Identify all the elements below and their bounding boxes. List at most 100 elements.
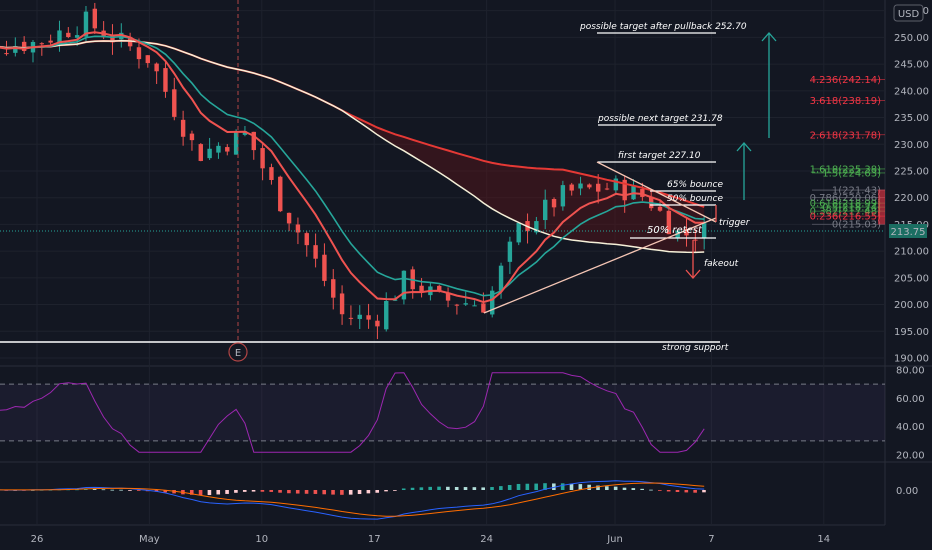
candle-body-73	[595, 183, 601, 192]
candle-body-83	[684, 229, 689, 236]
macd-bar-45	[348, 490, 353, 495]
macd-bar-29	[207, 490, 212, 496]
time-tick-7: 14	[817, 534, 830, 545]
candle-body-43	[331, 279, 336, 298]
macd-bar-84	[693, 490, 697, 493]
candle-body-64	[516, 222, 521, 243]
macd-bar-34	[251, 490, 256, 492]
macd-bar-19	[119, 489, 123, 491]
candle-body-57	[454, 304, 460, 306]
macd-bar-53	[419, 487, 424, 490]
annotation-strong-support: strong support	[662, 343, 729, 353]
time-tick-5: Jun	[606, 534, 623, 545]
macd-bar-58	[463, 487, 468, 490]
candle-body-60	[481, 303, 486, 313]
macd-bar-57	[454, 486, 459, 490]
macd-bar-78	[640, 488, 644, 490]
macd-bar-52	[410, 487, 415, 490]
macd-bar-85	[702, 490, 706, 493]
macd-bar-50	[393, 490, 397, 491]
macd-bar-61	[490, 487, 494, 490]
candle-body-37	[278, 176, 283, 212]
price-pane[interactable]: 4.236(242.14) 3.618(238.19) 2.618(231.78) 1…	[0, 0, 885, 343]
macd-bar-20	[128, 490, 132, 491]
time-tick-2: 10	[255, 534, 268, 545]
macd-bar-65	[525, 483, 530, 490]
macd-bar-66	[534, 483, 538, 490]
candle-body-28	[198, 144, 203, 161]
macd-bar-75	[613, 486, 618, 490]
macd-bar-38	[287, 490, 291, 494]
macd-bar-62	[499, 486, 503, 490]
fib-label-3: 1.618(225.38)	[810, 164, 882, 175]
macd-bar-23	[154, 490, 159, 492]
last-price-bg	[889, 224, 927, 238]
earnings-marker[interactable]	[228, 342, 248, 362]
candle-body-44	[339, 293, 345, 315]
fib-label-5: 1(221.43)	[832, 186, 881, 197]
macd-bar-30	[216, 490, 221, 495]
fib-label-1: 3.618(238.19)	[810, 96, 882, 107]
macd-bar-81	[666, 490, 671, 492]
time-tick-0: 26	[31, 534, 44, 545]
ema-13-green	[0, 35, 705, 297]
candle-body-61	[490, 290, 495, 315]
macd-bar-83	[684, 490, 689, 493]
time-tick-4: 24	[480, 534, 493, 545]
price-tick-4: 235.00	[894, 113, 929, 124]
macd-bar-16	[92, 488, 97, 490]
macd-bar-35	[260, 490, 265, 492]
macd-bar-69	[560, 483, 565, 490]
candle-body-69	[560, 185, 566, 207]
time-axis[interactable]: 26 May 10 17 24 Jun 7 14	[31, 534, 831, 545]
macd-bar-48	[375, 490, 380, 493]
rsi-tick-1: 60.00	[896, 394, 925, 405]
candle-body-67	[543, 199, 548, 221]
price-tick-13: 190.00	[894, 353, 929, 364]
macd-line	[0, 480, 705, 520]
annotation-65-bounce: 65% bounce	[667, 180, 723, 190]
price-axis[interactable]: 255.00250.00245.00240.00235.00230.00225.…	[894, 6, 929, 497]
candle-body-68	[551, 199, 557, 208]
candle-body-76	[622, 179, 627, 201]
candle-body-59	[472, 305, 477, 307]
candle-body-46	[357, 314, 362, 319]
green-arrow-1-head	[736, 142, 752, 152]
currency-badge-bg[interactable]	[893, 4, 924, 22]
macd-bar-77	[631, 488, 636, 490]
macd-bar-73	[596, 485, 600, 490]
fib-label-7: 0.618(218.99)	[810, 199, 882, 210]
macd-bar-71	[578, 484, 583, 490]
macd-bar-39	[295, 490, 300, 494]
candle-body-7	[13, 45, 18, 53]
macd-bar-43	[331, 490, 335, 495]
annotation-next-target: possible next target 231.78	[597, 114, 723, 124]
macd-bar-46	[357, 490, 362, 495]
macd-bar-80	[658, 490, 662, 491]
macd-bar-24	[163, 490, 168, 493]
candle-body-36	[269, 167, 274, 181]
macd-bar-17	[101, 489, 106, 491]
candle-body-10	[39, 43, 45, 45]
candle-body-30	[216, 145, 221, 153]
ema-8-red	[0, 31, 705, 304]
macd-bar-41	[313, 490, 318, 494]
fib-label-11: 0(215.03)	[832, 220, 881, 231]
candle-body-81	[666, 210, 672, 235]
macd-bar-64	[516, 483, 521, 490]
candle-body-31	[225, 147, 230, 152]
macd-bar-40	[304, 490, 309, 494]
macd-bar-68	[552, 483, 556, 490]
rsi-band	[0, 384, 885, 441]
macd-pane[interactable]	[0, 480, 706, 520]
candle-body-11	[48, 40, 53, 43]
rsi-tick-2: 40.00	[896, 422, 925, 433]
price-tick-2: 245.00	[894, 60, 929, 71]
candle-body-51	[401, 270, 407, 300]
price-tick-6: 225.00	[894, 166, 929, 177]
rsi-pane[interactable]	[0, 372, 885, 453]
candle-body-14	[74, 35, 80, 38]
candle-body-33	[242, 131, 248, 135]
macd-bar-33	[242, 490, 247, 492]
